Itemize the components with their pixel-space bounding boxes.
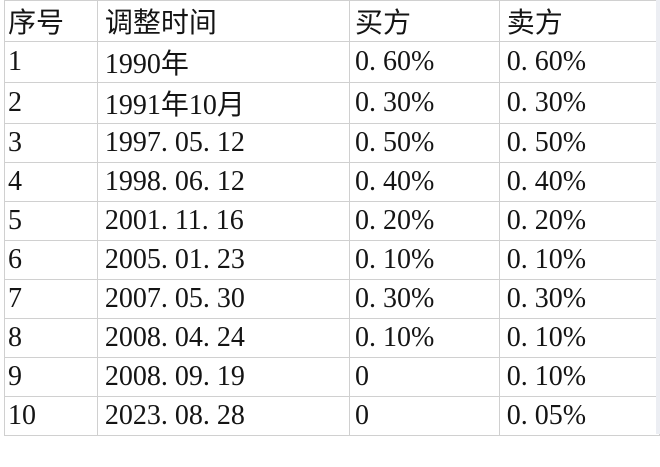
cell-seller: 0. 50% (498, 123, 660, 163)
cell-num: 9 (4, 357, 98, 397)
cell-buyer: 0. 40% (349, 162, 500, 202)
cell-date: 1991年10月 (96, 82, 351, 124)
table-row: 8 2008. 04. 24 0. 10% 0. 10% (4, 318, 660, 358)
table-row: 2 1991年10月 0. 30% 0. 30% (4, 82, 660, 124)
table-row: 6 2005. 01. 23 0. 10% 0. 10% (4, 240, 660, 280)
cell-seller: 0. 10% (498, 357, 660, 397)
table-row: 10 2023. 08. 28 0 0. 05% (4, 396, 660, 436)
cell-num: 3 (4, 123, 98, 163)
cell-buyer: 0. 30% (349, 279, 500, 319)
cell-buyer: 0. 10% (349, 240, 500, 280)
cell-seller: 0. 40% (498, 162, 660, 202)
cell-buyer: 0. 30% (349, 82, 500, 124)
table-row: 1 1990年 0. 60% 0. 60% (4, 41, 660, 83)
cell-date: 2008. 09. 19 (96, 357, 351, 397)
cell-seller: 0. 30% (498, 82, 660, 124)
cell-date: 2008. 04. 24 (96, 318, 351, 358)
cell-num: 2 (4, 82, 98, 124)
header-cell-seller: 卖方 (498, 0, 660, 42)
cell-seller: 0. 20% (498, 201, 660, 241)
cell-date: 1997. 05. 12 (96, 123, 351, 163)
cell-num: 1 (4, 41, 98, 83)
cell-date: 2005. 01. 23 (96, 240, 351, 280)
cell-date: 1998. 06. 12 (96, 162, 351, 202)
header-cell-number: 序号 (4, 0, 98, 42)
header-row: 序号 调整时间 买方 卖方 (4, 0, 660, 42)
cell-seller: 0. 60% (498, 41, 660, 83)
cell-buyer: 0. 60% (349, 41, 500, 83)
table-body: 1 1990年 0. 60% 0. 60% 2 1991年10月 0. 30% 0. 30% 3… (4, 41, 660, 436)
table-row: 4 1998. 06. 12 0. 40% 0. 40% (4, 162, 660, 202)
table-row: 9 2008. 09. 19 0 0. 10% (4, 357, 660, 397)
cell-num: 5 (4, 201, 98, 241)
cell-num: 4 (4, 162, 98, 202)
cell-num: 10 (4, 396, 98, 436)
right-gutter (656, 0, 660, 434)
cell-num: 6 (4, 240, 98, 280)
table-row: 7 2007. 05. 30 0. 30% 0. 30% (4, 279, 660, 319)
cell-seller: 0. 10% (498, 318, 660, 358)
table-row: 5 2001. 11. 16 0. 20% 0. 20% (4, 201, 660, 241)
cell-date: 2007. 05. 30 (96, 279, 351, 319)
cell-seller: 0. 30% (498, 279, 660, 319)
cell-num: 8 (4, 318, 98, 358)
cell-buyer: 0 (349, 357, 500, 397)
cell-buyer: 0. 10% (349, 318, 500, 358)
table-header: 序号 调整时间 买方 卖方 (4, 0, 660, 42)
adjustment-history-table: 序号 调整时间 买方 卖方 1 1990年 0. 60% 0. 60% 2 1991年10… (4, 0, 660, 436)
table-row: 3 1997. 05. 12 0. 50% 0. 50% (4, 123, 660, 163)
cell-seller: 0. 05% (498, 396, 660, 436)
header-cell-buyer: 买方 (349, 0, 500, 42)
cell-buyer: 0. 50% (349, 123, 500, 163)
cell-buyer: 0 (349, 396, 500, 436)
cell-date: 2001. 11. 16 (96, 201, 351, 241)
cell-date: 1990年 (96, 41, 351, 83)
header-cell-adjust-time: 调整时间 (96, 0, 351, 42)
cell-seller: 0. 10% (498, 240, 660, 280)
cell-date: 2023. 08. 28 (96, 396, 351, 436)
cell-buyer: 0. 20% (349, 201, 500, 241)
cell-num: 7 (4, 279, 98, 319)
